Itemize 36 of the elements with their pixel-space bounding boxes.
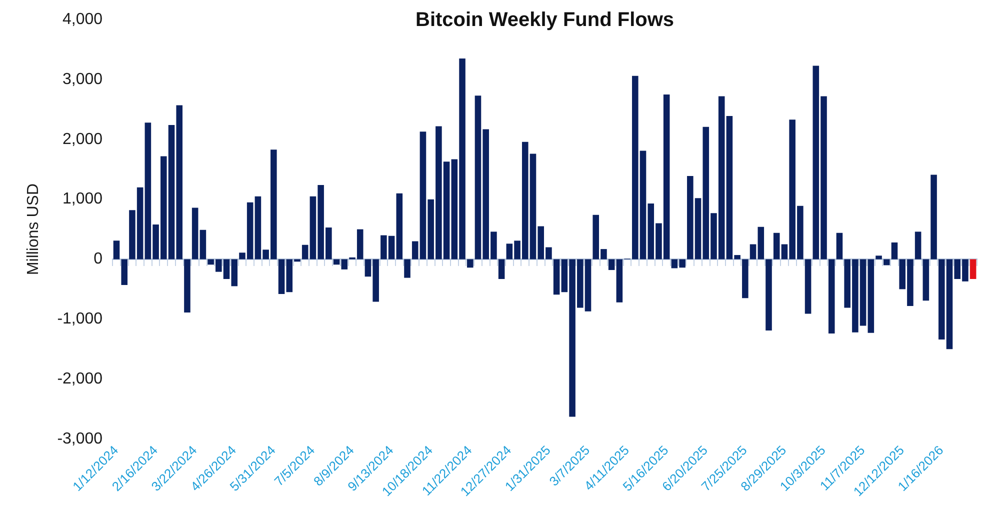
y-tick-label: 0 xyxy=(94,250,103,268)
y-axis-title: Millions USD xyxy=(25,183,42,276)
bar xyxy=(883,259,890,266)
chart-title: Bitcoin Weekly Fund Flows xyxy=(414,8,676,32)
y-tick-label: 4,000 xyxy=(62,11,103,28)
y-tick-label: 2,000 xyxy=(62,130,103,148)
bar xyxy=(970,259,976,280)
bar xyxy=(192,208,198,260)
bar xyxy=(914,232,922,260)
bar xyxy=(616,259,623,302)
bar xyxy=(302,244,308,260)
bar xyxy=(404,259,410,278)
bar xyxy=(922,259,930,301)
bar xyxy=(466,259,474,268)
bar xyxy=(868,259,874,333)
bar xyxy=(876,256,882,260)
bar xyxy=(113,240,120,260)
bar xyxy=(804,259,812,314)
bar xyxy=(121,259,128,285)
y-tick-label: 1,000 xyxy=(62,190,103,208)
bar xyxy=(930,174,937,260)
bar xyxy=(836,232,843,260)
bar xyxy=(766,259,772,331)
bar xyxy=(396,193,403,260)
bar xyxy=(184,259,190,313)
bar xyxy=(742,259,748,298)
bar xyxy=(200,230,206,260)
y-tick-label: -1,000 xyxy=(57,310,103,328)
bar xyxy=(891,242,898,260)
bar xyxy=(553,259,560,295)
y-tick-label: -3,000 xyxy=(57,430,103,448)
bar xyxy=(828,259,835,334)
bar xyxy=(608,259,615,270)
y-tick-label: -2,000 xyxy=(57,370,103,388)
y-tick-label: 3,000 xyxy=(62,70,103,88)
bar xyxy=(498,259,505,280)
